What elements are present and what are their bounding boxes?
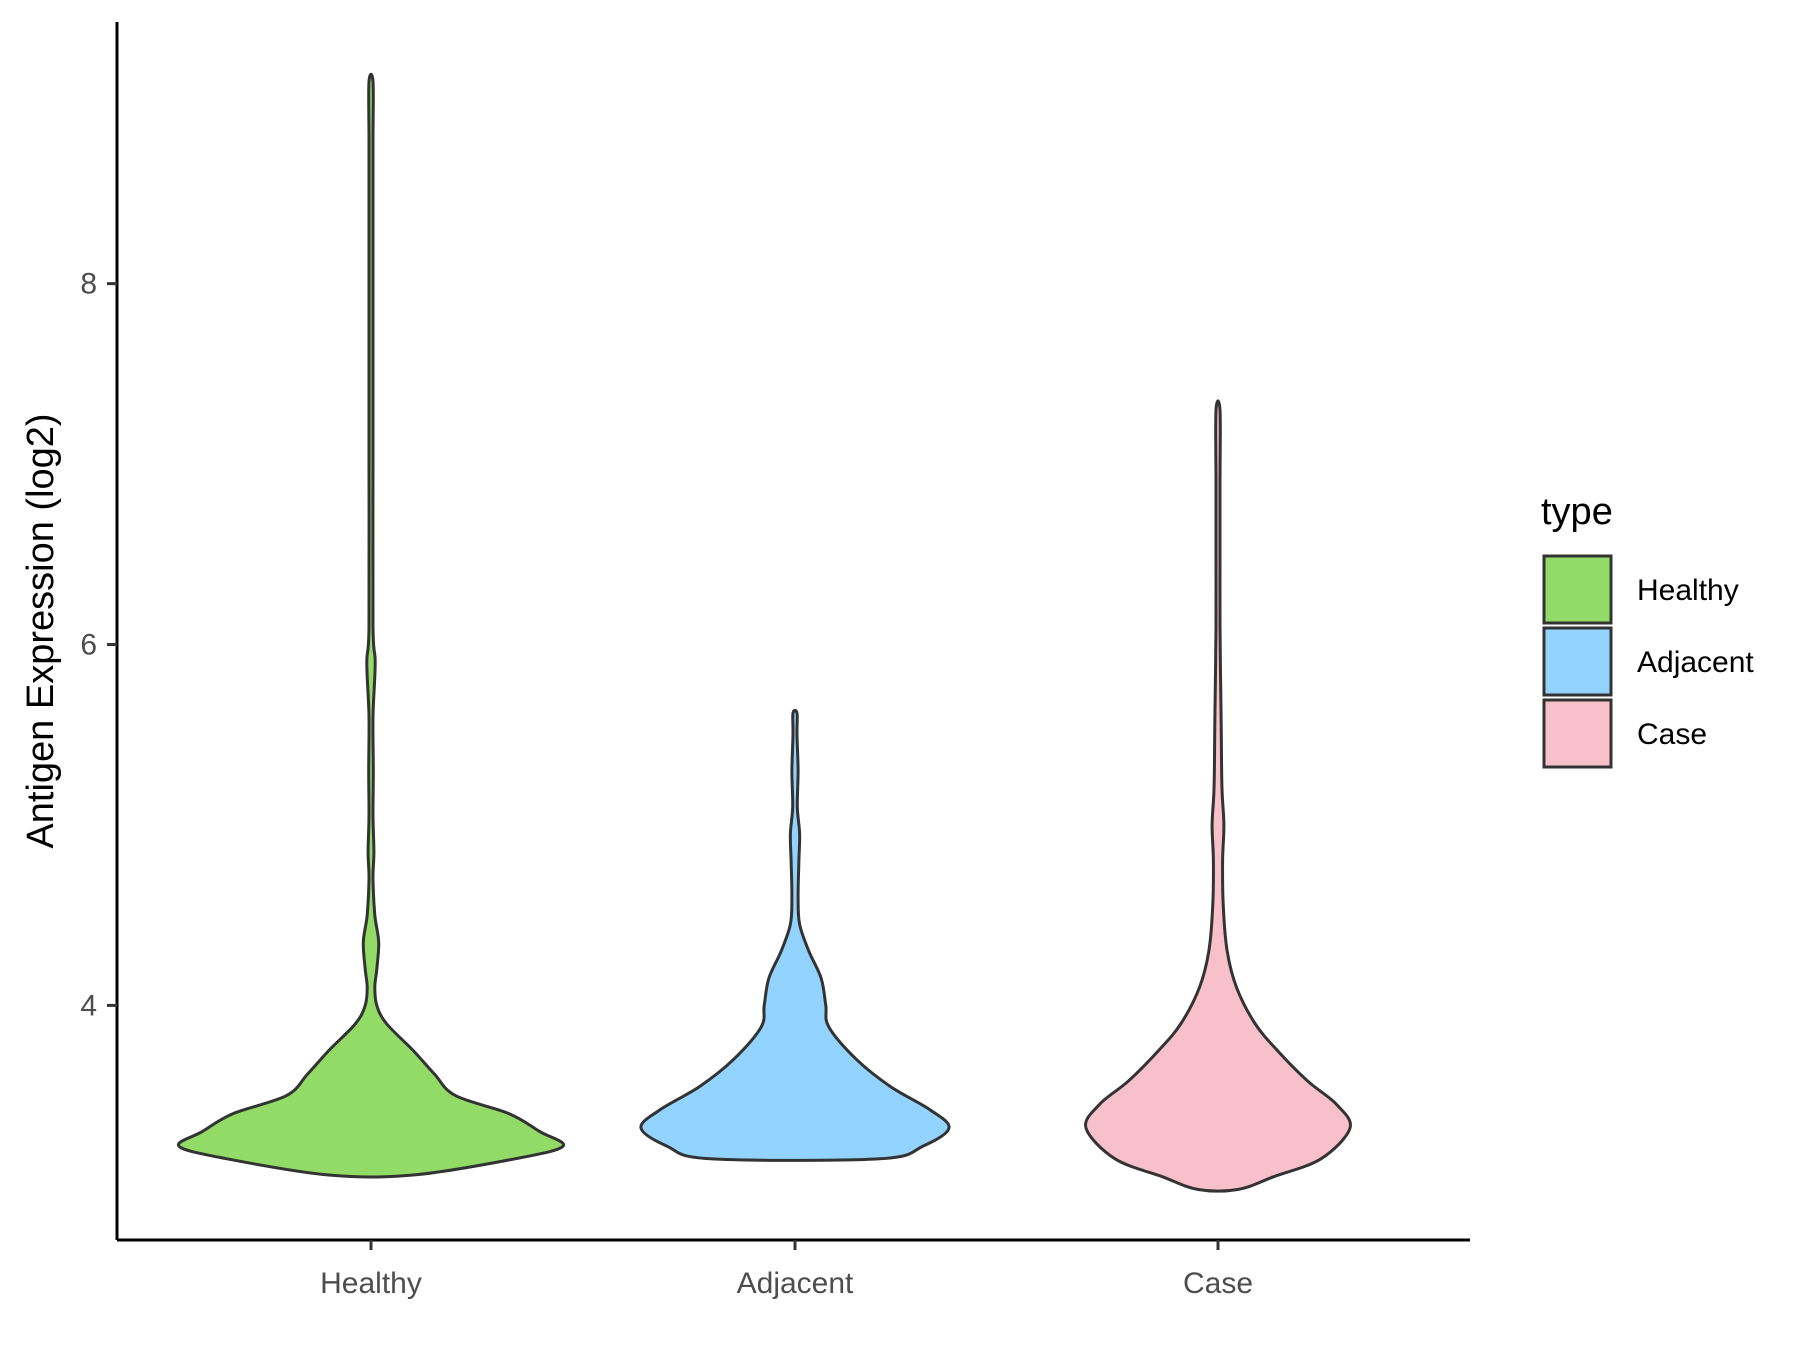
y-ticks-group: 4 6 8 <box>80 268 117 1022</box>
x-tick-label-healthy: Healthy <box>320 1267 422 1300</box>
violin-adjacent <box>639 708 951 1162</box>
y-tick-label: 4 <box>80 989 97 1022</box>
legend: type Healthy Adjacent Case <box>1541 491 1754 769</box>
violin-case <box>1084 399 1352 1193</box>
legend-title: type <box>1541 491 1613 533</box>
legend-label-adjacent: Adjacent <box>1637 646 1754 679</box>
legend-swatch-case <box>1542 698 1613 769</box>
y-tick-label: 8 <box>80 268 97 301</box>
violin-healthy <box>176 72 566 1179</box>
x-tick-label-case: Case <box>1183 1267 1253 1300</box>
x-tick-label-adjacent: Adjacent <box>737 1267 854 1300</box>
legend-swatch-adjacent <box>1542 626 1613 697</box>
y-tick-label: 6 <box>80 629 97 662</box>
x-ticks-group: Healthy Adjacent Case <box>320 1240 1253 1300</box>
legend-label-case: Case <box>1637 718 1707 751</box>
y-axis-title: Antigen Expression (log2) <box>20 413 62 848</box>
legend-swatch-healthy <box>1542 554 1613 625</box>
violins-group <box>176 72 1352 1193</box>
legend-label-healthy: Healthy <box>1637 574 1739 607</box>
